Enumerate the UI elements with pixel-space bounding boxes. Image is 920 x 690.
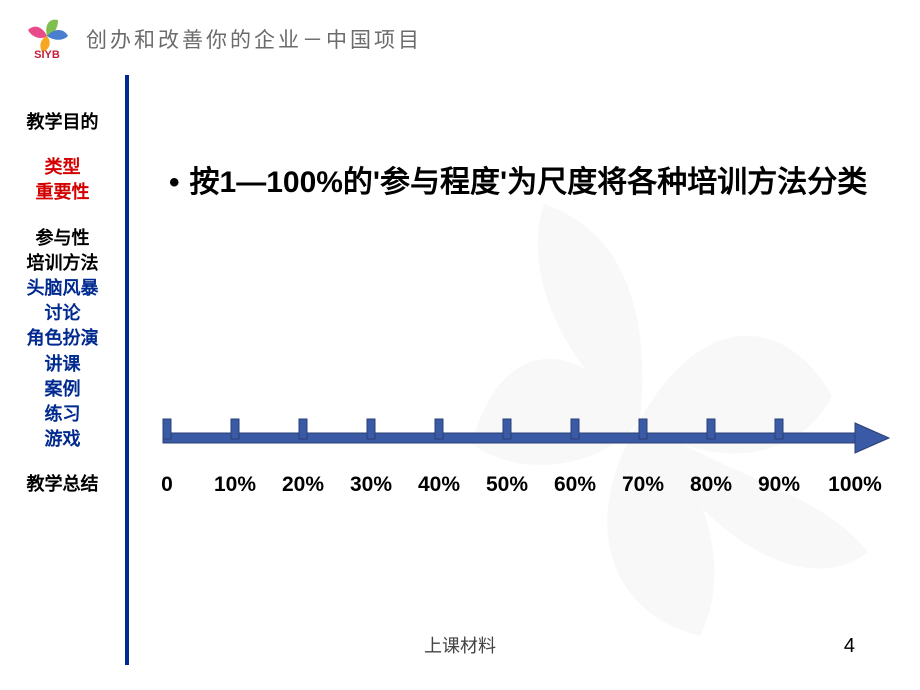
sidebar-item-10: 练习 [0,402,125,427]
bullet-dot: • [169,160,180,205]
sidebar-gap [0,206,125,226]
sidebar-item-6: 讨论 [0,301,125,326]
sidebar-item-5: 头脑风暴 [0,276,125,301]
sidebar-item-1: 类型 [0,155,125,180]
sidebar-item-2: 重要性 [0,180,125,205]
main-content: • 按1—100%的'参与程度'为尺度将各种培训方法分类 [129,70,920,665]
sidebar-item-8: 讲课 [0,352,125,377]
sidebar-item-7: 角色扮演 [0,326,125,351]
bullet-row: • 按1—100%的'参与程度'为尺度将各种培训方法分类 [169,160,870,207]
sidebar-gap [0,452,125,472]
sidebar-item-11: 游戏 [0,427,125,452]
header-title: 创办和改善你的企业－中国项目 [86,24,422,54]
sidebar-gap [0,135,125,155]
sidebar-item-9: 案例 [0,377,125,402]
siyb-logo: SIYB [22,18,72,60]
svg-text:SIYB: SIYB [34,49,60,60]
sidebar-item-0: 教学目的 [0,110,125,135]
sidebar-item-12: 教学总结 [0,472,125,497]
sidebar-item-4: 培训方法 [0,251,125,276]
sidebar: 教学目的类型重要性参与性培训方法头脑风暴讨论角色扮演讲课案例练习游戏教学总结 [0,70,125,665]
sidebar-item-3: 参与性 [0,226,125,251]
header: SIYB 创办和改善你的企业－中国项目 [0,0,920,70]
bullet-text: 按1—100%的'参与程度'为尺度将各种培训方法分类 [190,160,868,207]
